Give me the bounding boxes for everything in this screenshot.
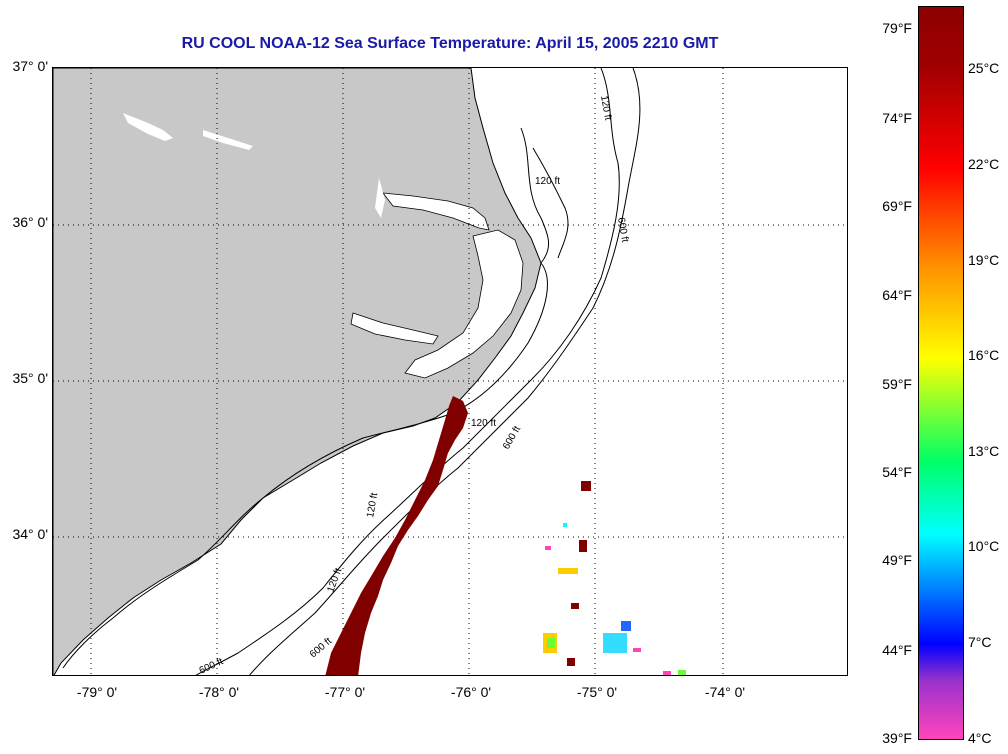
lon-label-77: -77° 0' xyxy=(324,684,366,700)
cbar-f-54: 54°F xyxy=(882,464,912,480)
warm-patch-3 xyxy=(571,603,579,609)
cbar-f-79: 79°F xyxy=(882,20,912,36)
land-mass xyxy=(53,68,542,675)
neuse-river xyxy=(350,312,439,345)
isobath-label-3: 600 ft xyxy=(501,424,523,451)
cbar-c-22: 22°C xyxy=(968,156,1000,172)
isobath-label-5: 600 ft xyxy=(615,217,630,244)
isobath-label-2: 120 ft xyxy=(471,418,496,429)
warm-patch-4 xyxy=(567,658,575,666)
cbar-f-64: 64°F xyxy=(882,287,912,303)
isobath-label-8: 120 ft xyxy=(325,567,344,594)
isobath-label-9: 600 ft xyxy=(198,656,226,676)
cbar-c-25: 25°C xyxy=(968,60,1000,76)
cbar-c-7: 7°C xyxy=(968,634,992,650)
lon-label-79: -79° 0' xyxy=(76,684,118,700)
lat-label-37: 37° 0' xyxy=(12,58,48,74)
cbar-f-59: 59°F xyxy=(882,376,912,392)
cbar-f-74: 74°F xyxy=(882,110,912,126)
cbar-f-44: 44°F xyxy=(882,642,912,658)
gulf-stream-warm-water xyxy=(325,396,468,675)
lat-label-36: 36° 0' xyxy=(12,214,48,230)
map-canvas: 120 ft 120 ft 600 ft 120 ft 600 ft 120 f… xyxy=(53,68,847,676)
cbar-f-49: 49°F xyxy=(882,552,912,568)
temperature-colorbar xyxy=(918,6,964,740)
isobath-120ft xyxy=(62,127,569,669)
cbar-c-16: 16°C xyxy=(968,347,1000,363)
cbar-f-69: 69°F xyxy=(882,198,912,214)
white-inlet-2 xyxy=(203,130,253,150)
sst-map[interactable]: 120 ft 120 ft 600 ft 120 ft 600 ft 120 f… xyxy=(52,67,848,676)
warm-patch-2 xyxy=(579,540,587,552)
cbar-c-10: 10°C xyxy=(968,538,1000,554)
chart-title: RU COOL NOAA-12 Sea Surface Temperature:… xyxy=(181,35,719,52)
isobath-label-1: 120 ft xyxy=(535,176,560,187)
cbar-c-13: 13°C xyxy=(968,443,1000,459)
isobath-label-4: 120 ft xyxy=(598,95,613,122)
cbar-c-4: 4°C xyxy=(968,730,992,746)
albemarle-sound xyxy=(382,192,490,231)
lat-label-34: 34° 0' xyxy=(12,526,48,542)
cbar-f-39: 39°F xyxy=(882,730,912,746)
lon-label-76: -76° 0' xyxy=(450,684,492,700)
lon-label-78: -78° 0' xyxy=(198,684,240,700)
isobath-600ft xyxy=(195,68,641,675)
white-inlet-1 xyxy=(123,113,173,141)
lat-label-35: 35° 0' xyxy=(12,370,48,386)
lon-label-75: -75° 0' xyxy=(576,684,618,700)
isobath-label-6: 120 ft xyxy=(365,492,380,519)
white-inlet-3 xyxy=(375,178,385,218)
warm-patch-1 xyxy=(581,481,591,491)
lon-label-74: -74° 0' xyxy=(704,684,746,700)
sst-specks xyxy=(543,523,686,675)
cbar-c-19: 19°C xyxy=(968,252,1000,268)
pamlico-sound xyxy=(404,229,524,379)
